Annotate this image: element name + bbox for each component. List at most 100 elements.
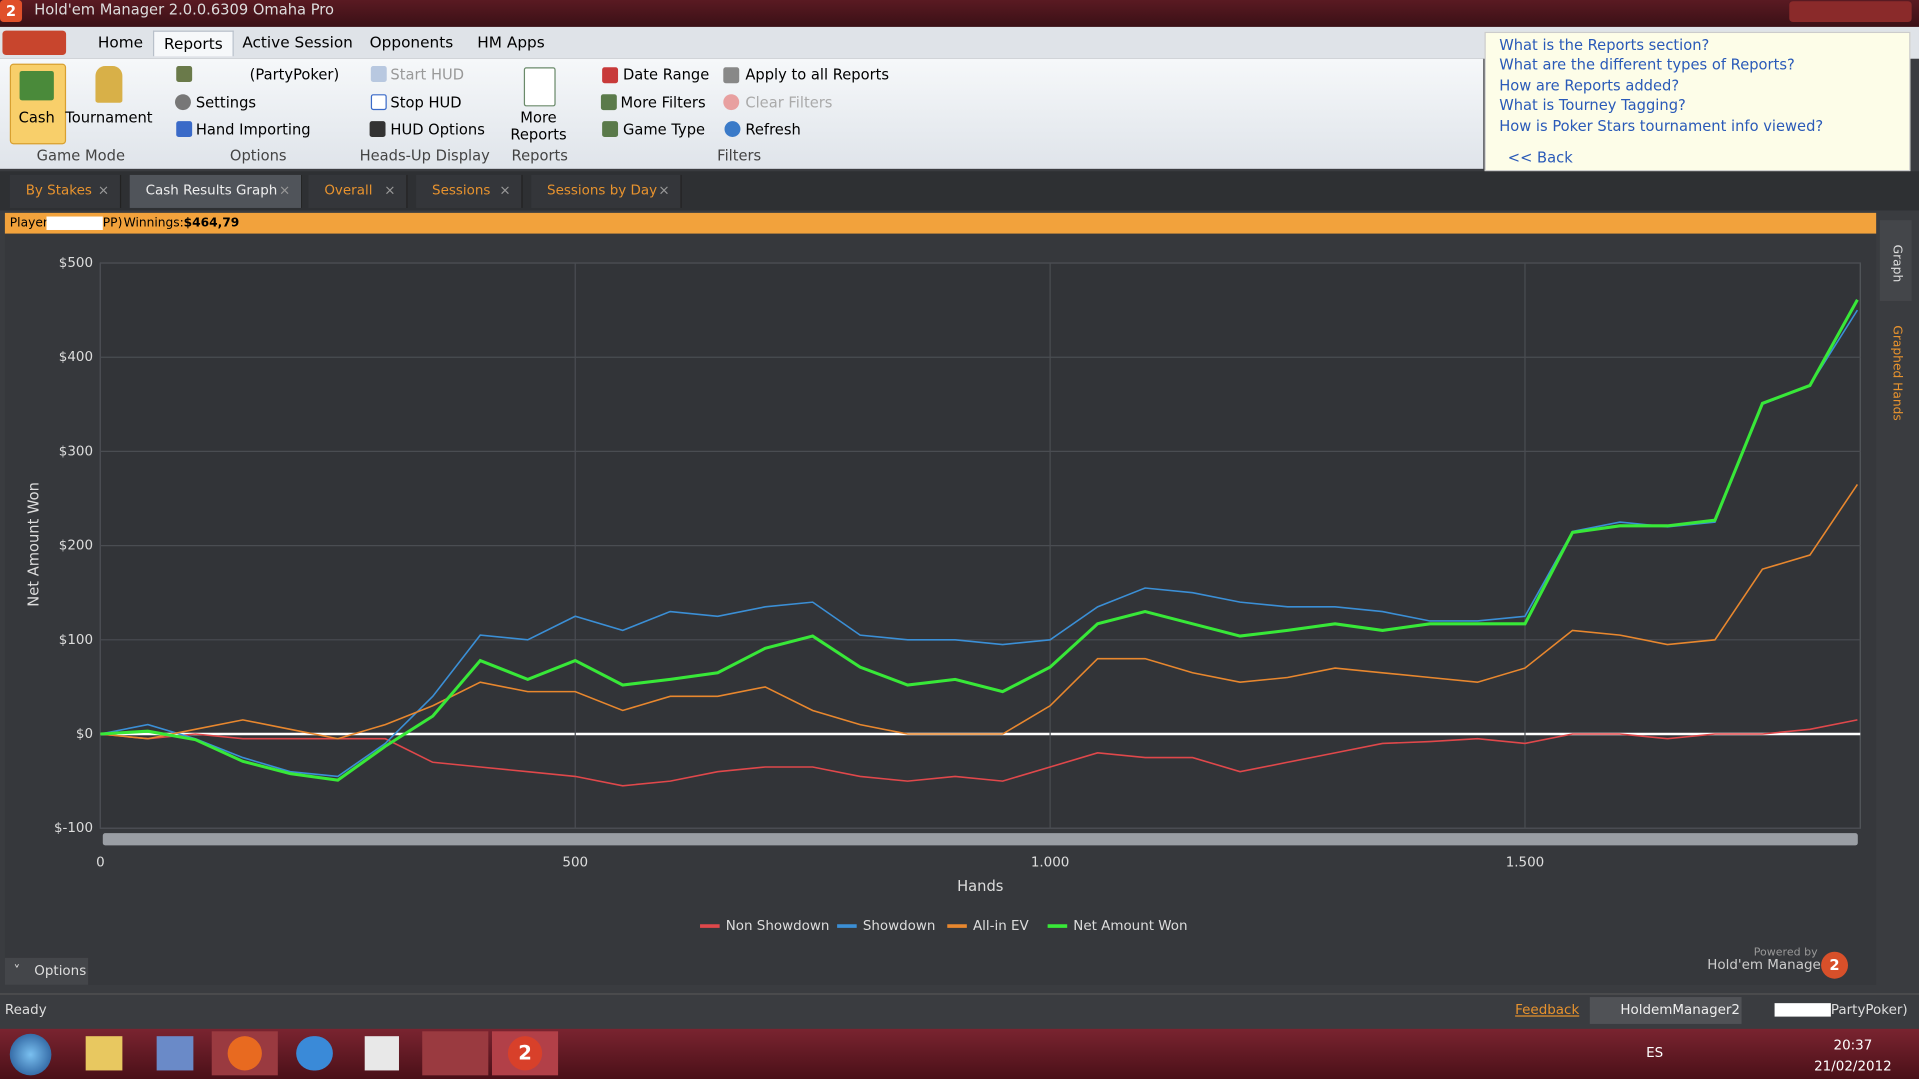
tab-label[interactable]: Overall: [324, 182, 373, 199]
taskbar-app[interactable]: [296, 1036, 333, 1071]
chart: Net Amount Won Hands $-100 $0 $100 $200 $300…: [4, 233, 1877, 985]
options-bg[interactable]: [4, 957, 89, 985]
ribbon-item[interactable]: Game Type: [622, 121, 706, 139]
language[interactable]: ES: [1646, 1044, 1664, 1061]
feedback-link[interactable]: Feedback: [1515, 1001, 1580, 1018]
group-label: Reports: [511, 146, 568, 164]
app-icon: 2: [0, 0, 23, 23]
legend-label: All-in EV: [973, 919, 1030, 934]
tab-close[interactable]: ×: [658, 182, 670, 199]
side-tab-bg[interactable]: [1879, 220, 1912, 301]
help-link[interactable]: What is Tourney Tagging?: [1499, 96, 1686, 115]
status-task[interactable]: HoldemManager2: [1620, 1001, 1741, 1018]
tab-label[interactable]: Sessions by Day: [547, 182, 658, 199]
y-tick-label: $200: [59, 539, 93, 554]
taskbar-app[interactable]: [422, 1031, 489, 1076]
menu-tab[interactable]: Reports: [152, 30, 234, 57]
clock-time[interactable]: 20:37: [1833, 1037, 1873, 1054]
menu-tab[interactable]: HM Apps: [477, 33, 545, 52]
side-tab[interactable]: Graph: [1889, 244, 1904, 283]
legend-label: Non Showdown: [726, 919, 830, 934]
options-chevron: ˅: [13, 962, 21, 979]
tab-close[interactable]: ×: [499, 182, 511, 199]
tab-label[interactable]: By Stakes: [25, 182, 92, 199]
redaction: [1774, 1003, 1831, 1017]
player-icon: [176, 66, 193, 82]
y-tick-label: $0: [76, 727, 93, 742]
settings-icon: [175, 94, 191, 111]
tab-close[interactable]: ×: [279, 182, 291, 199]
more-filters-icon: [600, 94, 617, 111]
help-link[interactable]: What is the Reports section?: [1499, 36, 1710, 54]
taskbar-app[interactable]: [364, 1036, 399, 1071]
y-tick-label: $300: [59, 444, 93, 459]
menu-tab[interactable]: Active Session: [242, 33, 353, 52]
tab-close[interactable]: ×: [384, 182, 396, 199]
help-back[interactable]: << Back: [1507, 149, 1573, 167]
menu-tab[interactable]: Home: [97, 33, 144, 52]
ribbon-item[interactable]: (PartyPoker): [249, 66, 340, 84]
import-icon: [176, 121, 193, 138]
x-tick-label: 1.500: [1506, 855, 1544, 870]
apply-icon: [723, 67, 740, 84]
clock-date[interactable]: 21/02/2012: [1814, 1058, 1892, 1075]
help-link[interactable]: What are the different types of Reports?: [1499, 56, 1795, 74]
ribbon-item: Clear Filters: [745, 94, 833, 112]
options-button[interactable]: Options: [34, 962, 87, 979]
ribbon-item[interactable]: More Reports: [510, 108, 567, 144]
y-tick-label: $500: [59, 256, 93, 271]
title-bar: [0, 0, 1919, 27]
ribbon-item[interactable]: Settings: [195, 94, 257, 112]
tab-bg[interactable]: [129, 174, 303, 208]
ribbon-item[interactable]: Date Range: [622, 66, 710, 84]
taskbar-app[interactable]: [85, 1036, 123, 1071]
ribbon-item[interactable]: HUD Options: [390, 121, 485, 139]
start-button[interactable]: [9, 1033, 52, 1076]
menu-tab[interactable]: Opponents: [369, 33, 454, 52]
ribbon-item[interactable]: Cash: [18, 108, 55, 127]
tab-bg[interactable]: [308, 174, 408, 208]
tab-label[interactable]: Sessions: [432, 182, 491, 199]
tab-bg[interactable]: [531, 174, 682, 208]
legend-label: Showdown: [863, 919, 936, 934]
status-text: Ready: [4, 1001, 47, 1018]
tab-bg[interactable]: [9, 174, 122, 208]
ribbon-item[interactable]: Tournament: [65, 108, 153, 127]
powered-by: Powered by: [1753, 946, 1818, 960]
status-task[interactable]: PartyPoker): [1830, 1001, 1908, 1018]
group-label: Options: [229, 146, 287, 164]
x-axis-title: Hands: [957, 878, 1003, 895]
window-controls[interactable]: [1789, 1, 1912, 23]
ribbon-item[interactable]: Hand Importing: [195, 121, 311, 139]
ribbon-item[interactable]: Refresh: [745, 121, 801, 139]
brand-name: Hold'em Manager: [1707, 956, 1827, 973]
stop-hud-icon: [370, 94, 387, 111]
taskbar-app[interactable]: [156, 1036, 194, 1071]
ribbon-item[interactable]: Stop HUD: [390, 94, 462, 112]
info-suffix: PP): [102, 216, 123, 230]
app-menu-button[interactable]: [2, 30, 67, 56]
side-tab[interactable]: Graphed Hands: [1889, 325, 1904, 421]
ribbon-item[interactable]: More Filters: [620, 94, 706, 112]
info-winnings-label: Winnings:: [123, 216, 184, 230]
date-range-icon: [602, 67, 619, 84]
taskbar-app-icon: [227, 1036, 262, 1071]
help-panel: [1484, 31, 1911, 172]
tab-bg[interactable]: [416, 174, 523, 208]
tab-close[interactable]: ×: [97, 182, 110, 199]
help-link[interactable]: How is Poker Stars tournament info viewe…: [1499, 116, 1824, 135]
help-link[interactable]: How are Reports added?: [1499, 76, 1680, 94]
hud-options-icon: [369, 121, 386, 138]
redaction: [46, 216, 103, 230]
cash-icon: [19, 70, 54, 101]
ribbon: [0, 58, 1484, 169]
task-bg[interactable]: [1589, 997, 1742, 1024]
x-tick-label: 1.000: [1031, 855, 1069, 870]
game-type-icon: [602, 121, 619, 138]
y-tick-label: $100: [59, 633, 93, 648]
group-label: Heads-Up Display: [359, 146, 490, 164]
tab-label[interactable]: Cash Results Graph: [145, 182, 278, 199]
ribbon-item[interactable]: Apply to all Reports: [745, 66, 890, 84]
